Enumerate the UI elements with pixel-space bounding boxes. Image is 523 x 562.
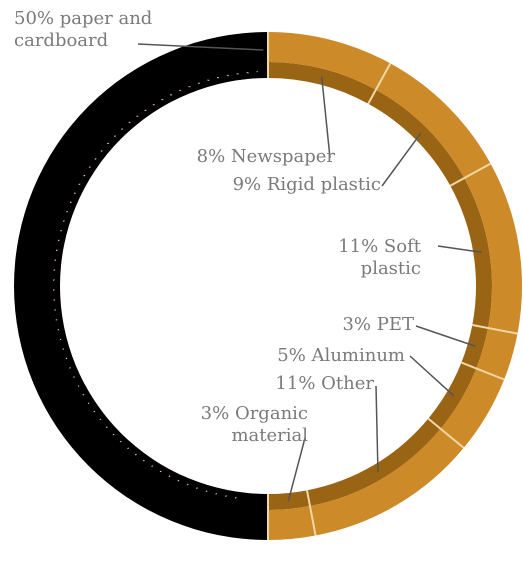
slices-group: [14, 32, 523, 540]
slice-50-paper-and-cardboard: [14, 32, 268, 540]
divider-9-rigid-plastic: [367, 62, 392, 105]
label-soft-plastic-line-2: plastic: [360, 258, 421, 279]
leader-3-pet: [415, 325, 476, 347]
divider-11-other: [427, 417, 465, 449]
leader-5-aluminum: [409, 355, 455, 397]
slice-9-rigid-plastic: [375, 63, 491, 179]
leader-11-soft-plastic: [437, 245, 482, 253]
divider-3-organic-material: [305, 490, 317, 536]
label-rigid-plastic-line-1: 9% Rigid plastic: [232, 174, 381, 195]
label-newspaper-line-1: 8% Newspaper: [196, 146, 335, 167]
leader-9-rigid-plastic: [381, 132, 422, 187]
label-other-line-1: 11% Other: [275, 373, 374, 394]
slice-3-organic-material: [268, 506, 316, 540]
leader-3-organic-material: [287, 437, 306, 502]
leader-lines-group: [137, 43, 482, 502]
label-organic-material-line-1: 3% Organic: [200, 403, 308, 424]
slice-9-rigid-plastic-inner-band: [368, 89, 465, 186]
divider-5-aluminum: [461, 361, 505, 381]
slice-8-newspaper: [268, 32, 391, 90]
label-soft-plastic: 11% Soft plastic: [338, 236, 421, 280]
label-pet: 3% PET: [342, 314, 414, 336]
leader-50-paper-and-cardboard: [137, 43, 264, 51]
label-newspaper: 8% Newspaper: [197, 146, 335, 168]
slice-11-other-inner-band: [306, 418, 441, 507]
slice-11-soft-plastic: [464, 163, 523, 334]
divider-3-pet: [472, 323, 518, 335]
label-soft-plastic-line-1: 11% Soft: [338, 236, 421, 257]
label-aluminum-line-1: 5% Aluminum: [277, 345, 405, 366]
slice-11-other: [309, 428, 464, 536]
label-paper-cardboard: 50% paper and cardboard: [14, 8, 152, 52]
label-paper-cardboard-line-1: 50% paper and: [14, 8, 153, 29]
label-organic-material: 3% Organic material: [201, 403, 308, 447]
label-pet-line-1: 3% PET: [342, 314, 414, 335]
leader-11-other: [375, 385, 379, 472]
label-paper-cardboard-line-2: cardboard: [14, 30, 109, 51]
label-aluminum: 5% Aluminum: [277, 345, 405, 367]
slice-3-pet: [476, 327, 518, 380]
label-organic-material-line-2: material: [231, 425, 308, 446]
slice-5-aluminum-inner-band: [428, 362, 477, 429]
slice-11-soft-plastic-inner-band: [450, 178, 493, 328]
slice-5-aluminum: [440, 368, 505, 448]
slice-50-paper-and-cardboard-speckle: [53, 71, 258, 499]
divider-11-soft-plastic: [449, 162, 492, 187]
leader-8-newspaper: [320, 76, 331, 159]
label-rigid-plastic: 9% Rigid plastic: [233, 174, 381, 196]
label-other: 11% Other: [275, 373, 374, 395]
